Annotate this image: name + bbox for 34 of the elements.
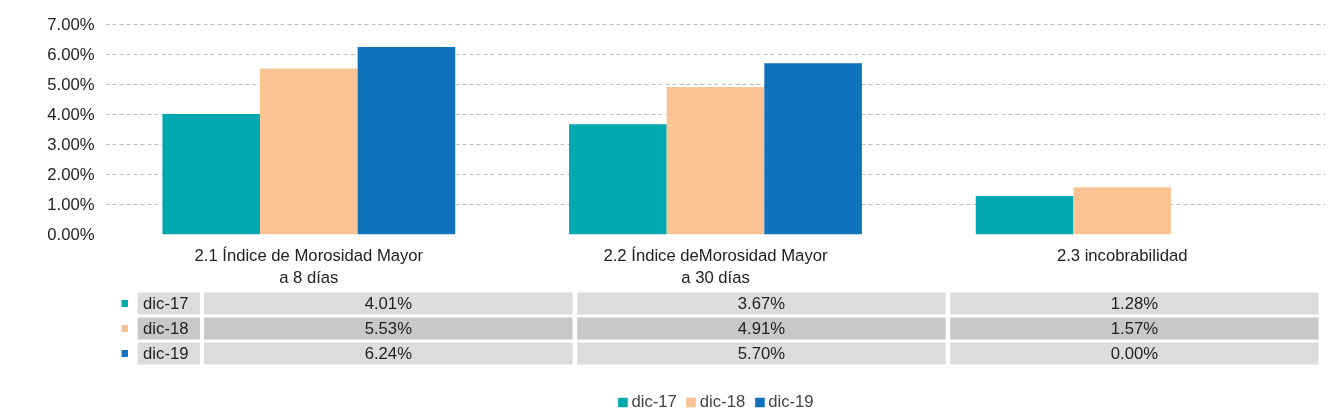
y-tick-label: 7.00% <box>47 14 95 34</box>
bar <box>357 47 456 235</box>
legend-label: dic-17 <box>143 294 189 313</box>
data-label: 6.24% <box>364 344 413 363</box>
text: dic-18 <box>699 392 746 411</box>
bar <box>975 196 1074 235</box>
data-label: 5.53% <box>364 319 413 338</box>
y-tick-label: 4.00% <box>47 104 95 124</box>
data-label: 3.67% <box>737 294 786 313</box>
text: dic-19 <box>143 344 189 363</box>
legend-label: dic-18 <box>143 319 189 338</box>
legend-label: dic-19 <box>768 392 814 412</box>
x-tick-label: 2.2 Índice deMorosidad Mayor a 30 días <box>603 245 828 288</box>
text: dic-17 <box>631 392 677 411</box>
y-tick-label: 2.00% <box>47 164 95 184</box>
y-tick-label: 0.00% <box>47 225 95 244</box>
data-label: 4.01% <box>364 294 413 313</box>
data-label: 5.70% <box>737 344 786 363</box>
x-tick-label: 2.1 Índice de Morosidad Mayor a 8 días <box>194 245 424 288</box>
y-tick-label: 3.00% <box>47 134 95 154</box>
bar <box>1073 187 1171 235</box>
x-tick-label: 2.3 incobrabilidad <box>1056 245 1188 265</box>
bar <box>162 114 261 235</box>
data-label: 0.00% <box>1110 344 1159 363</box>
data-label: 4.91% <box>737 319 786 338</box>
bar <box>666 87 765 235</box>
bar <box>260 68 358 235</box>
y-tick-label: 1.00% <box>47 194 95 214</box>
y-tick-label: 5.00% <box>47 74 95 94</box>
y-tick-label: 6.00% <box>47 44 95 64</box>
bar <box>569 124 667 235</box>
data-label: 1.57% <box>1110 319 1159 338</box>
data-label: 1.28% <box>1110 294 1159 313</box>
bar <box>764 63 862 235</box>
